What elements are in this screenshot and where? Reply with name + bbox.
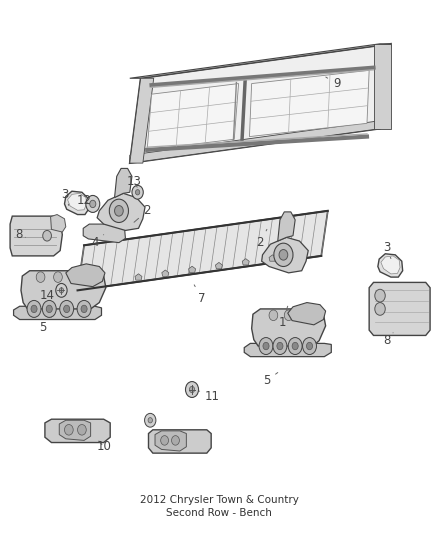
Circle shape [273, 337, 287, 354]
Text: 11: 11 [199, 390, 220, 403]
Text: 13: 13 [127, 175, 141, 188]
Circle shape [307, 342, 313, 350]
Polygon shape [130, 78, 154, 163]
Text: 2: 2 [257, 229, 267, 249]
Polygon shape [21, 271, 106, 309]
Circle shape [78, 424, 86, 435]
Text: 9: 9 [326, 77, 340, 90]
Circle shape [263, 342, 269, 350]
Polygon shape [244, 343, 331, 357]
Circle shape [277, 342, 283, 350]
Circle shape [64, 305, 70, 313]
Polygon shape [374, 44, 391, 128]
Circle shape [60, 301, 74, 317]
Text: 3: 3 [61, 189, 69, 206]
Polygon shape [130, 120, 380, 163]
Circle shape [185, 382, 198, 398]
Circle shape [81, 305, 87, 313]
Text: 12: 12 [77, 193, 92, 207]
Polygon shape [250, 70, 369, 136]
Circle shape [43, 230, 51, 241]
Circle shape [42, 301, 56, 317]
Circle shape [46, 305, 52, 313]
Circle shape [86, 196, 100, 213]
Polygon shape [378, 254, 403, 277]
Circle shape [53, 272, 62, 282]
Text: 3: 3 [383, 241, 391, 259]
Circle shape [64, 424, 73, 435]
Circle shape [172, 435, 180, 445]
Polygon shape [261, 237, 308, 273]
Circle shape [292, 342, 298, 350]
Polygon shape [14, 306, 102, 319]
Circle shape [259, 337, 273, 354]
Circle shape [145, 414, 156, 427]
Polygon shape [252, 309, 325, 346]
Circle shape [288, 337, 302, 354]
Circle shape [284, 310, 293, 320]
Circle shape [300, 310, 308, 320]
Circle shape [56, 284, 67, 297]
Text: 7: 7 [194, 285, 205, 305]
Polygon shape [115, 168, 132, 198]
Circle shape [36, 272, 45, 282]
Polygon shape [67, 193, 87, 211]
Text: 5: 5 [39, 317, 51, 334]
Text: 4: 4 [91, 235, 104, 249]
Polygon shape [288, 303, 325, 325]
Text: 14: 14 [39, 289, 58, 302]
Circle shape [161, 435, 169, 445]
Circle shape [274, 243, 293, 266]
Polygon shape [66, 264, 105, 287]
Text: 8: 8 [15, 228, 25, 241]
Text: 5: 5 [263, 373, 278, 387]
Circle shape [269, 310, 278, 320]
Polygon shape [162, 270, 169, 277]
Polygon shape [155, 431, 186, 451]
Text: 10: 10 [96, 440, 111, 453]
Circle shape [115, 206, 123, 216]
Circle shape [31, 305, 37, 313]
Text: 1: 1 [279, 306, 288, 329]
Polygon shape [50, 215, 66, 232]
Circle shape [148, 418, 152, 423]
Polygon shape [147, 84, 239, 150]
Circle shape [132, 185, 143, 199]
Circle shape [375, 289, 385, 302]
Text: 8: 8 [383, 333, 393, 347]
Circle shape [110, 199, 128, 222]
Polygon shape [135, 274, 142, 280]
Polygon shape [269, 255, 276, 261]
Polygon shape [64, 191, 89, 215]
Polygon shape [369, 282, 430, 335]
Circle shape [27, 301, 41, 317]
Polygon shape [97, 193, 145, 230]
Circle shape [189, 386, 194, 393]
Text: 2: 2 [134, 204, 151, 222]
Circle shape [375, 303, 385, 316]
Polygon shape [148, 430, 211, 453]
Circle shape [279, 249, 288, 260]
Circle shape [77, 301, 91, 317]
Polygon shape [215, 262, 223, 269]
Text: 2012 Chrysler Town & Country
Second Row - Bench: 2012 Chrysler Town & Country Second Row … [140, 495, 298, 519]
Polygon shape [45, 419, 110, 442]
Circle shape [135, 190, 140, 195]
Polygon shape [130, 44, 391, 163]
Polygon shape [242, 259, 249, 265]
Polygon shape [278, 212, 295, 241]
Polygon shape [10, 216, 62, 256]
Polygon shape [130, 44, 391, 78]
Polygon shape [59, 420, 91, 440]
Circle shape [303, 337, 317, 354]
Polygon shape [189, 266, 196, 272]
Circle shape [59, 288, 64, 293]
Polygon shape [83, 224, 125, 243]
Circle shape [71, 272, 80, 282]
Circle shape [90, 200, 96, 208]
Polygon shape [78, 211, 328, 290]
Polygon shape [381, 256, 400, 274]
